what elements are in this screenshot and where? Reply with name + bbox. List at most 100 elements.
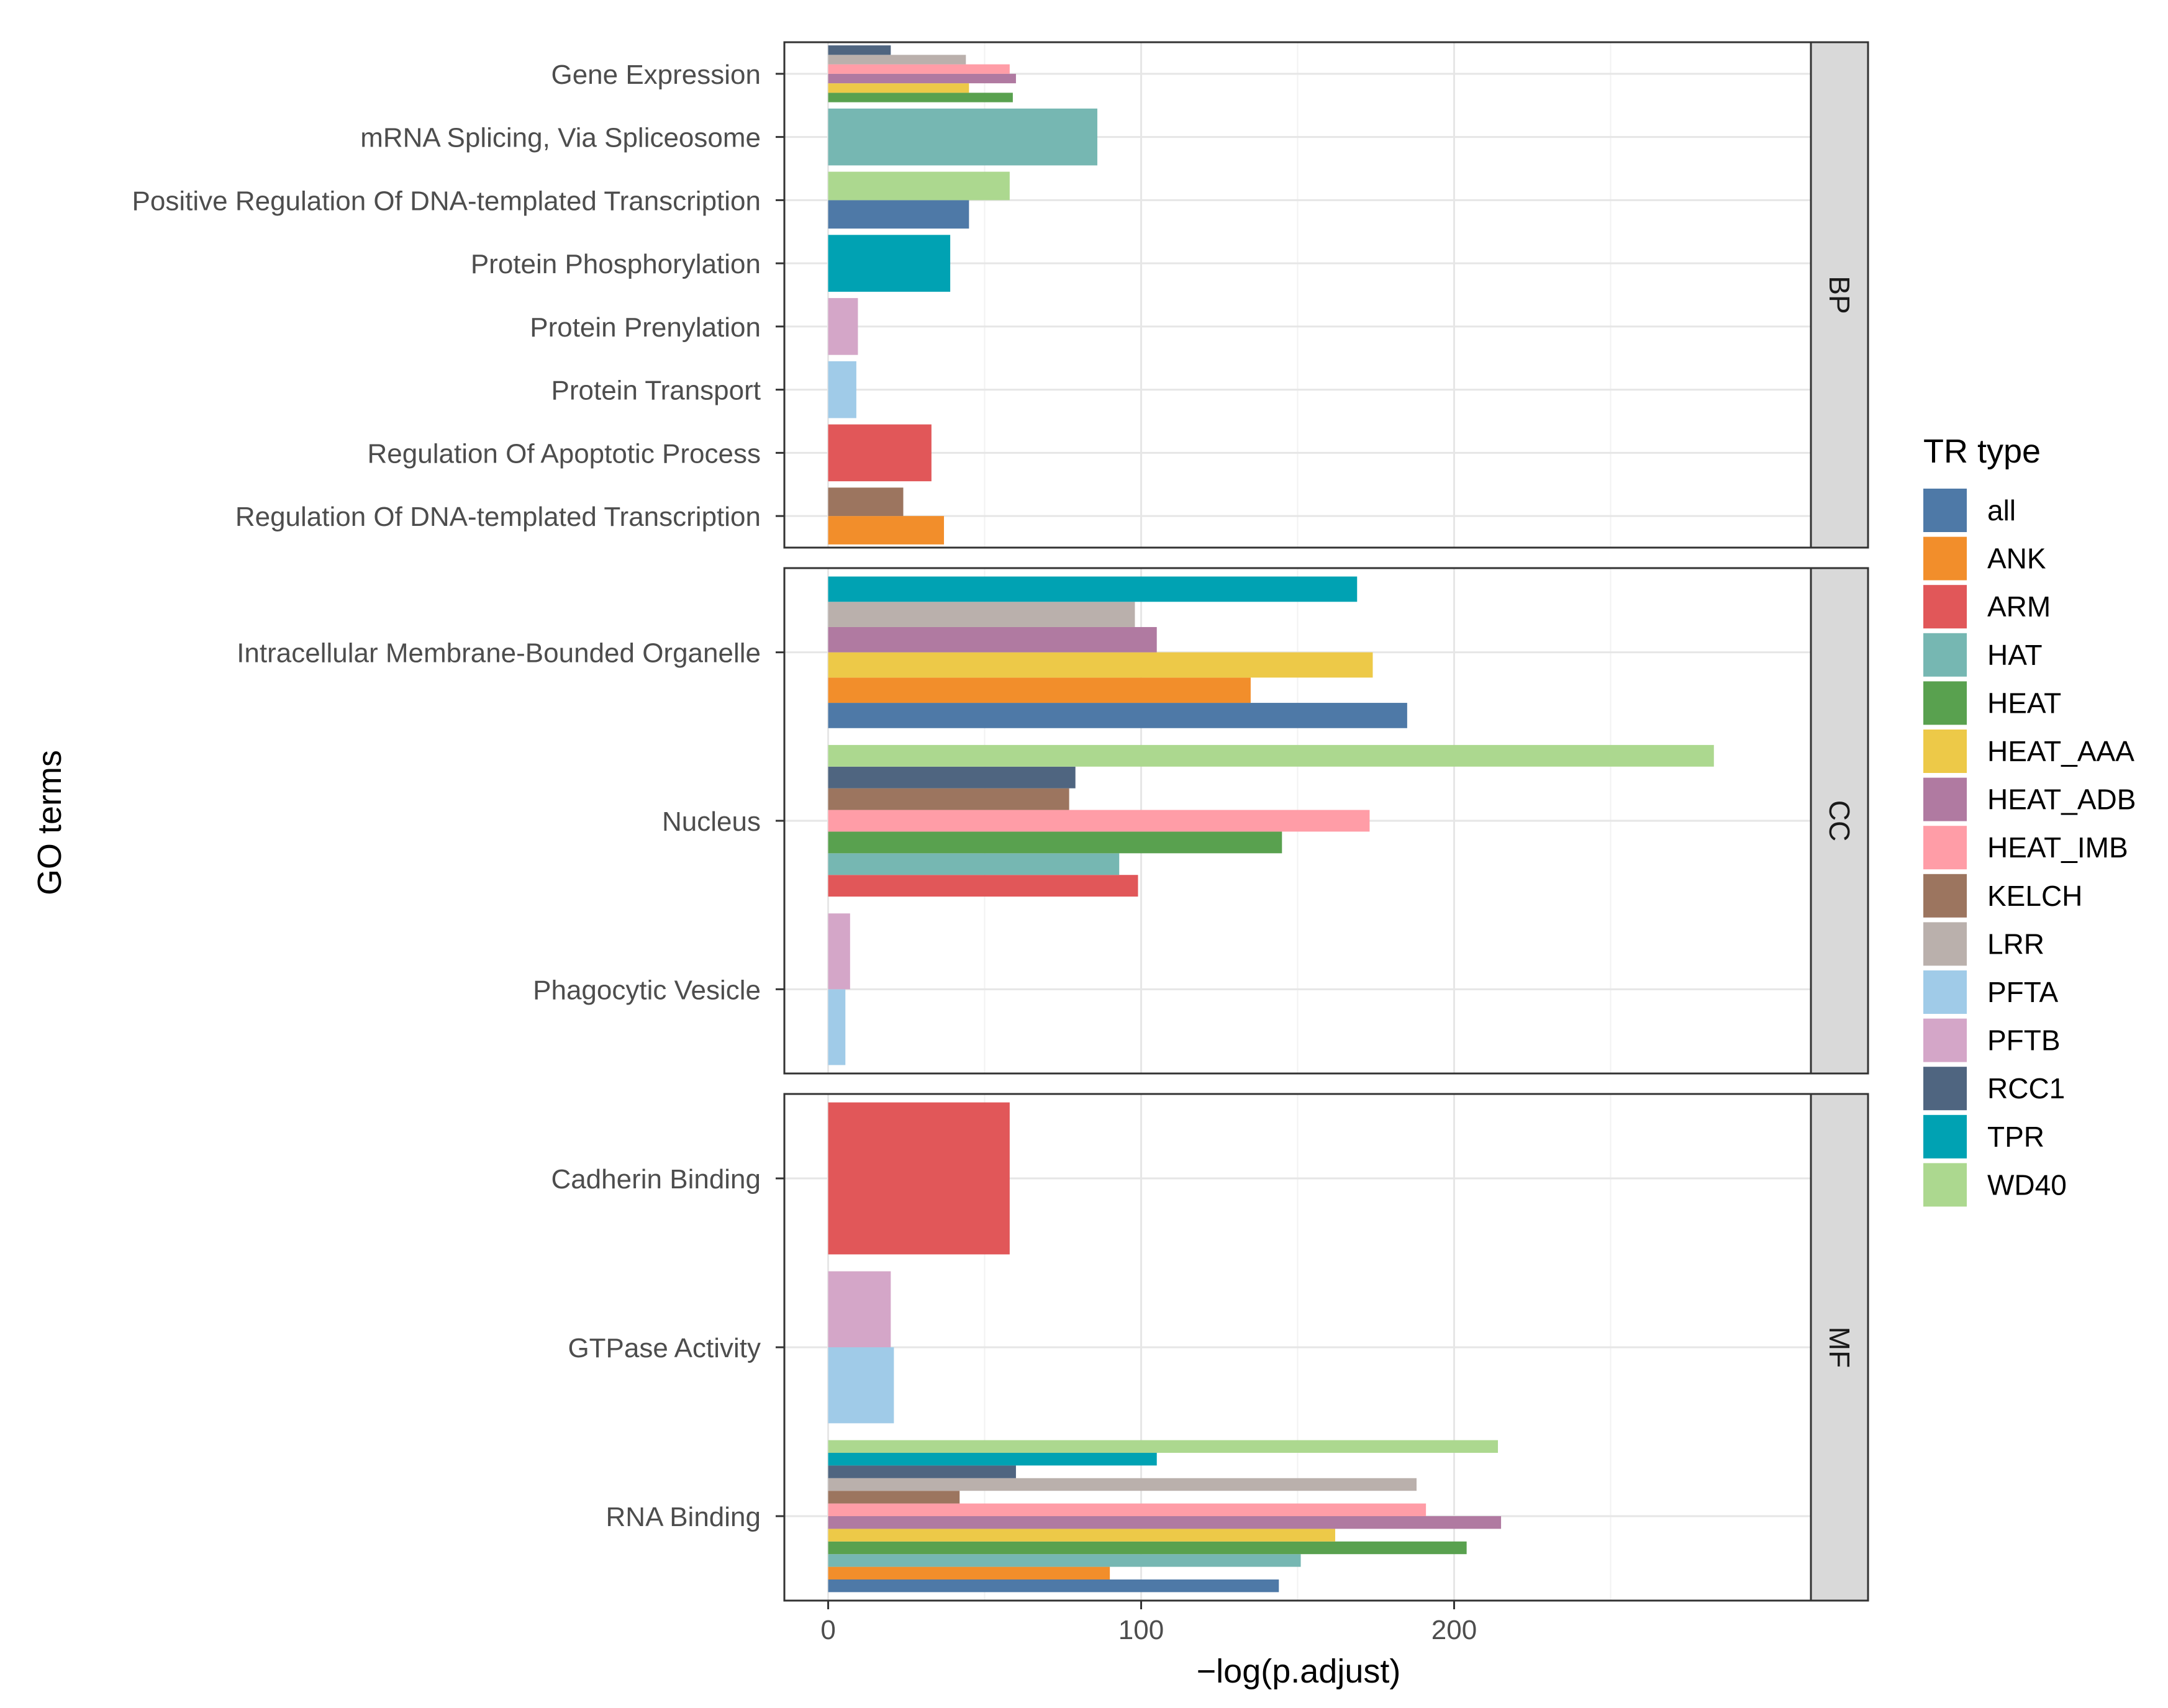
bar-cc-intracellular-membrane-bounded-organelle-tpr — [828, 576, 1358, 602]
bar-cc-nucleus-wd40 — [828, 744, 1714, 767]
facet-strip-label: MF — [1823, 1327, 1856, 1368]
bar-mf-rna-binding-lrr — [828, 1478, 1417, 1491]
legend-key — [1923, 489, 1967, 532]
legend-key — [1923, 922, 1967, 966]
bar-cc-intracellular-membrane-bounded-organelle-ank — [828, 677, 1251, 703]
bar-mf-rna-binding-all — [828, 1579, 1279, 1593]
legend-key — [1923, 585, 1967, 629]
facet-panels: Regulation Of DNA-templated Transcriptio… — [132, 41, 1869, 1602]
y-tick-label: Regulation Of Apoptotic Process — [368, 438, 761, 469]
legend-key — [1923, 777, 1967, 821]
bar-mf-rna-binding-rcc1 — [828, 1465, 1016, 1478]
y-tick-label: GTPase Activity — [568, 1333, 761, 1363]
facet-strip — [1810, 567, 1869, 1075]
bar-bp-gene-expression-heat-adb — [828, 73, 1016, 84]
bar-mf-rna-binding-heat-imb — [828, 1503, 1426, 1516]
bar-bp-regulation-of-dna-templated-transcription-kelch — [828, 487, 904, 517]
bar-mf-rna-binding-ank — [828, 1566, 1110, 1579]
y-tick-label: Gene Expression — [551, 60, 761, 90]
facet-cc: Phagocytic Vesicle Nucleus Intracellular M… — [237, 567, 1869, 1075]
bar-bp-mrna-splicing-via-spliceosome-hat — [828, 108, 1097, 166]
legend-key — [1923, 730, 1967, 773]
legend-item-ank: ANK — [1923, 536, 2046, 581]
legend-item-arm: ARM — [1923, 585, 2051, 629]
legend-label: PFTB — [1987, 1024, 2061, 1057]
legend-label: ANK — [1987, 543, 2046, 575]
bar-mf-gtpase-activity-pfta — [828, 1347, 894, 1424]
legend-item-pfta: PFTA — [1923, 970, 2058, 1014]
bar-cc-intracellular-membrane-bounded-organelle-all — [828, 703, 1407, 728]
legend-item-heat-imb: HEAT_IMB — [1923, 826, 2128, 870]
bar-cc-phagocytic-vesicle-pftb — [828, 913, 850, 990]
bar-cc-intracellular-membrane-bounded-organelle-lrr — [828, 602, 1135, 627]
legend-label: HAT — [1987, 639, 2043, 671]
legend: TR type all ANK ARM HAT HEAT HEAT_AAA HEAT_ADB… — [1923, 433, 2136, 1207]
bar-mf-rna-binding-hat — [828, 1554, 1301, 1567]
y-tick-label: Cadherin Binding — [551, 1164, 761, 1195]
legend-title: TR type — [1923, 433, 2041, 470]
bar-mf-rna-binding-wd40 — [828, 1440, 1499, 1453]
y-tick-label: Regulation Of DNA-templated Transcriptio… — [235, 502, 761, 532]
facet-strip — [1810, 1093, 1869, 1602]
bar-bp-gene-expression-heat-aaa — [828, 83, 969, 93]
y-tick-label: Positive Regulation Of DNA-templated Tra… — [132, 186, 761, 216]
bar-bp-protein-prenylation-pftb — [828, 298, 858, 355]
bar-cc-nucleus-heat — [828, 831, 1282, 854]
bar-mf-cadherin-binding-arm — [828, 1102, 1010, 1255]
legend-item-kelch: KELCH — [1923, 874, 2082, 918]
x-tick-label: 100 — [1118, 1615, 1164, 1645]
bar-bp-protein-transport-pfta — [828, 361, 856, 418]
bar-mf-rna-binding-kelch — [828, 1491, 960, 1504]
legend-item-tpr: TPR — [1923, 1114, 2044, 1159]
legend-label: WD40 — [1987, 1168, 2067, 1201]
facet-bp: Regulation Of DNA-templated Transcriptio… — [132, 41, 1869, 549]
legend-key — [1923, 1067, 1967, 1111]
bar-bp-positive-regulation-of-dna-templated-transcription-all — [828, 200, 969, 229]
legend-items: all ANK ARM HAT HEAT HEAT_AAA HEAT_ADB HEAT_IMB… — [1923, 489, 2136, 1207]
y-tick-label: mRNA Splicing, Via Spliceosome — [360, 123, 761, 153]
legend-key — [1923, 970, 1967, 1014]
bar-cc-nucleus-kelch — [828, 788, 1069, 810]
facet-strip-label: BP — [1823, 276, 1856, 314]
y-tick-label: Protein Transport — [551, 376, 761, 406]
legend-label: HEAT_ADB — [1987, 784, 2136, 816]
bar-mf-rna-binding-heat-adb — [828, 1516, 1502, 1529]
bar-cc-phagocytic-vesicle-pfta — [828, 989, 846, 1065]
y-tick-label: Nucleus — [662, 807, 761, 837]
legend-key — [1923, 826, 1967, 870]
legend-label: TPR — [1987, 1121, 2044, 1153]
bar-mf-rna-binding-tpr — [828, 1453, 1157, 1466]
x-tick-label: 200 — [1431, 1615, 1477, 1645]
legend-item-lrr: LRR — [1923, 922, 2044, 966]
legend-label: RCC1 — [1987, 1072, 2065, 1105]
facet-mf: RNA Binding GTPase Activity Cadherin Bindi… — [551, 1093, 1869, 1602]
legend-item-heat-aaa: HEAT_AAA — [1923, 730, 2134, 773]
legend-item-pftb: PFTB — [1923, 1018, 2061, 1062]
bar-bp-gene-expression-heat — [828, 93, 1013, 102]
y-axis-title: GO terms — [31, 750, 68, 895]
facet-strip — [1810, 41, 1869, 549]
y-tick-label: Protein Phosphorylation — [471, 249, 761, 279]
legend-key — [1923, 1114, 1967, 1159]
legend-label: KELCH — [1987, 880, 2082, 912]
legend-key — [1923, 874, 1967, 918]
x-axis-title: −log(p.adjust) — [1197, 1653, 1401, 1690]
legend-item-heat: HEAT — [1923, 681, 2061, 725]
bar-mf-gtpase-activity-pftb — [828, 1271, 891, 1347]
legend-label: PFTA — [1987, 976, 2058, 1008]
legend-item-all: all — [1923, 489, 2016, 532]
y-tick-label: RNA Binding — [606, 1502, 761, 1532]
bar-bp-positive-regulation-of-dna-templated-transcription-wd40 — [828, 171, 1010, 201]
bar-bp-regulation-of-dna-templated-transcription-ank — [828, 516, 945, 544]
legend-label: all — [1987, 494, 2016, 526]
bar-cc-intracellular-membrane-bounded-organelle-heat-aaa — [828, 652, 1373, 678]
bar-cc-intracellular-membrane-bounded-organelle-heat-adb — [828, 626, 1157, 653]
legend-item-rcc1: RCC1 — [1923, 1067, 2065, 1111]
legend-key — [1923, 681, 1967, 725]
legend-item-hat: HAT — [1923, 633, 2043, 677]
bar-bp-gene-expression-heat-imb — [828, 64, 1010, 74]
bar-cc-nucleus-arm — [828, 875, 1138, 897]
bar-bp-gene-expression-rcc1 — [828, 45, 891, 55]
legend-label: HEAT_IMB — [1987, 831, 2128, 864]
